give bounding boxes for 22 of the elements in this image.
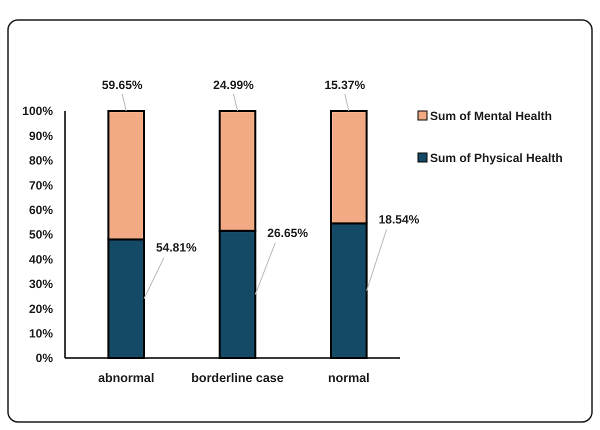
- y-tick-label: 60%: [28, 203, 54, 217]
- y-tick-label: 30%: [28, 277, 54, 292]
- annotation: 18.54%: [378, 212, 420, 226]
- annotation: 15.37%: [324, 78, 366, 92]
- x-tick-label: abnormal: [98, 371, 154, 385]
- y-tick-label: 10%: [28, 326, 54, 340]
- y-tick-label: 70%: [28, 178, 54, 192]
- y-tick-label: 80%: [28, 154, 54, 168]
- y-tick-label: 20%: [28, 302, 54, 316]
- y-tick-label: 50%: [28, 228, 54, 242]
- annotation: 24.99%: [213, 78, 254, 92]
- legend-label: Sum of Physical Health: [430, 151, 563, 165]
- annotation: 54.81%: [156, 240, 198, 254]
- x-tick-label: normal: [328, 371, 370, 385]
- annotation: 26.65%: [267, 226, 308, 240]
- x-tick-label: borderline case: [191, 371, 284, 385]
- annotation: 59.65%: [102, 78, 143, 92]
- y-tick-label: 40%: [28, 252, 54, 266]
- y-tick-label: 90%: [28, 128, 54, 143]
- y-tick-label: 100%: [22, 104, 54, 118]
- y-tick-label: 0%: [36, 351, 54, 366]
- legend-label: Sum of Mental Health: [430, 109, 552, 123]
